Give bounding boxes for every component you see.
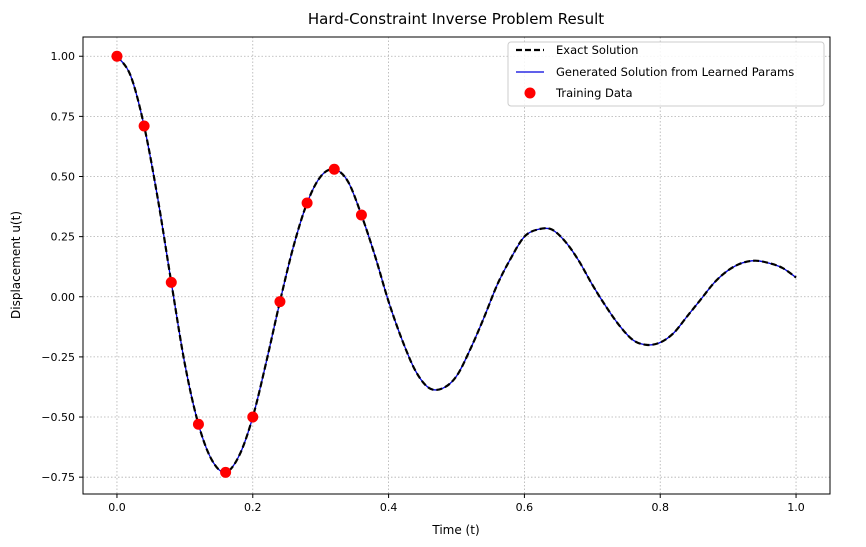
y-tick-label: 0.50	[51, 171, 76, 184]
training-data-point	[247, 411, 259, 423]
legend-label-training: Training Data	[555, 86, 633, 100]
training-data-point	[138, 120, 150, 132]
y-tick-label: 0.25	[51, 231, 76, 244]
y-tick-label: 0.00	[51, 291, 76, 304]
y-tick-label: −0.50	[41, 411, 75, 424]
legend: Exact Solution Generated Solution from L…	[507, 41, 825, 107]
legend-box	[507, 41, 825, 107]
training-data-point	[220, 466, 232, 478]
x-tick-label: 0.2	[244, 501, 262, 514]
training-data-point	[165, 276, 177, 288]
training-data-point	[328, 163, 340, 175]
training-data-point	[111, 50, 123, 62]
y-tick-label: −0.75	[41, 471, 75, 484]
legend-swatch-training	[524, 87, 536, 99]
legend-label-exact: Exact Solution	[556, 43, 638, 57]
training-data-point	[274, 296, 286, 308]
y-tick-label: 0.75	[51, 110, 76, 123]
axis-ticks: 0.0 0.2 0.4 0.6 0.8 1.0 −0.75 −0.50 −0.25 0.00 0.2…	[41, 50, 805, 514]
grid	[83, 37, 830, 494]
chart-title: Hard-Constraint Inverse Problem Result	[308, 10, 604, 28]
y-tick-label: −0.25	[41, 351, 75, 364]
legend-label-generated: Generated Solution from Learned Params	[556, 65, 794, 79]
x-axis-label: Time (t)	[431, 523, 479, 537]
plot-area	[82, 36, 831, 495]
y-tick-label: 1.00	[51, 50, 76, 63]
x-tick-label: 1.0	[787, 501, 805, 514]
plot-series	[111, 50, 797, 478]
x-tick-label: 0.0	[108, 501, 126, 514]
y-axis-label: Displacement u(t)	[9, 211, 23, 319]
training-data-point	[355, 209, 367, 221]
training-data-point	[301, 197, 313, 209]
x-tick-label: 0.8	[651, 501, 669, 514]
training-data-point	[192, 418, 204, 430]
x-tick-label: 0.6	[516, 501, 534, 514]
x-tick-label: 0.4	[380, 501, 398, 514]
